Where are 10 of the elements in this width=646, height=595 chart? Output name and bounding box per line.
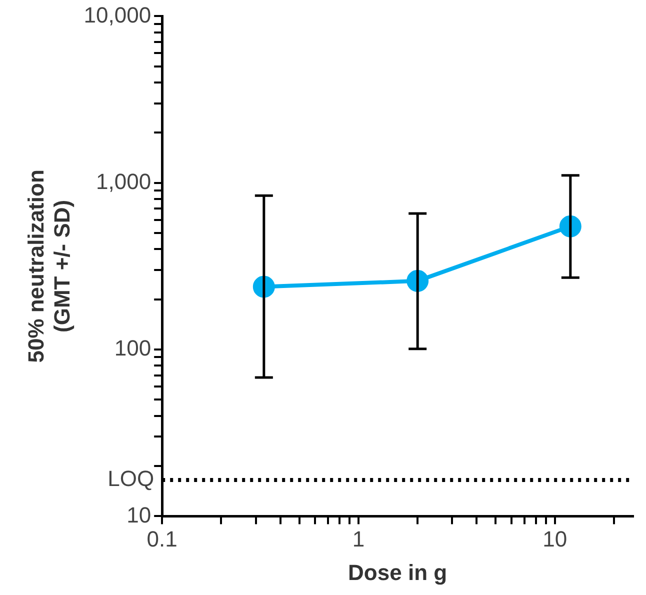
y-tick-label: 10,000 <box>84 2 152 28</box>
x-tick-label: 10 <box>542 526 568 552</box>
y-tick-label: 100 <box>114 336 152 361</box>
y-axis-title: 50% neutralization (GMT +/- SD) <box>23 170 75 363</box>
x-tick-label: 1 <box>352 526 365 552</box>
x-tick-label: 0.1 <box>146 526 178 552</box>
y-tick-label: 10 <box>126 502 152 528</box>
x-axis-title: Dose in g <box>348 560 448 585</box>
y-tick-label: 1,000 <box>96 168 152 194</box>
ref-line-label: LOQ <box>108 466 154 492</box>
